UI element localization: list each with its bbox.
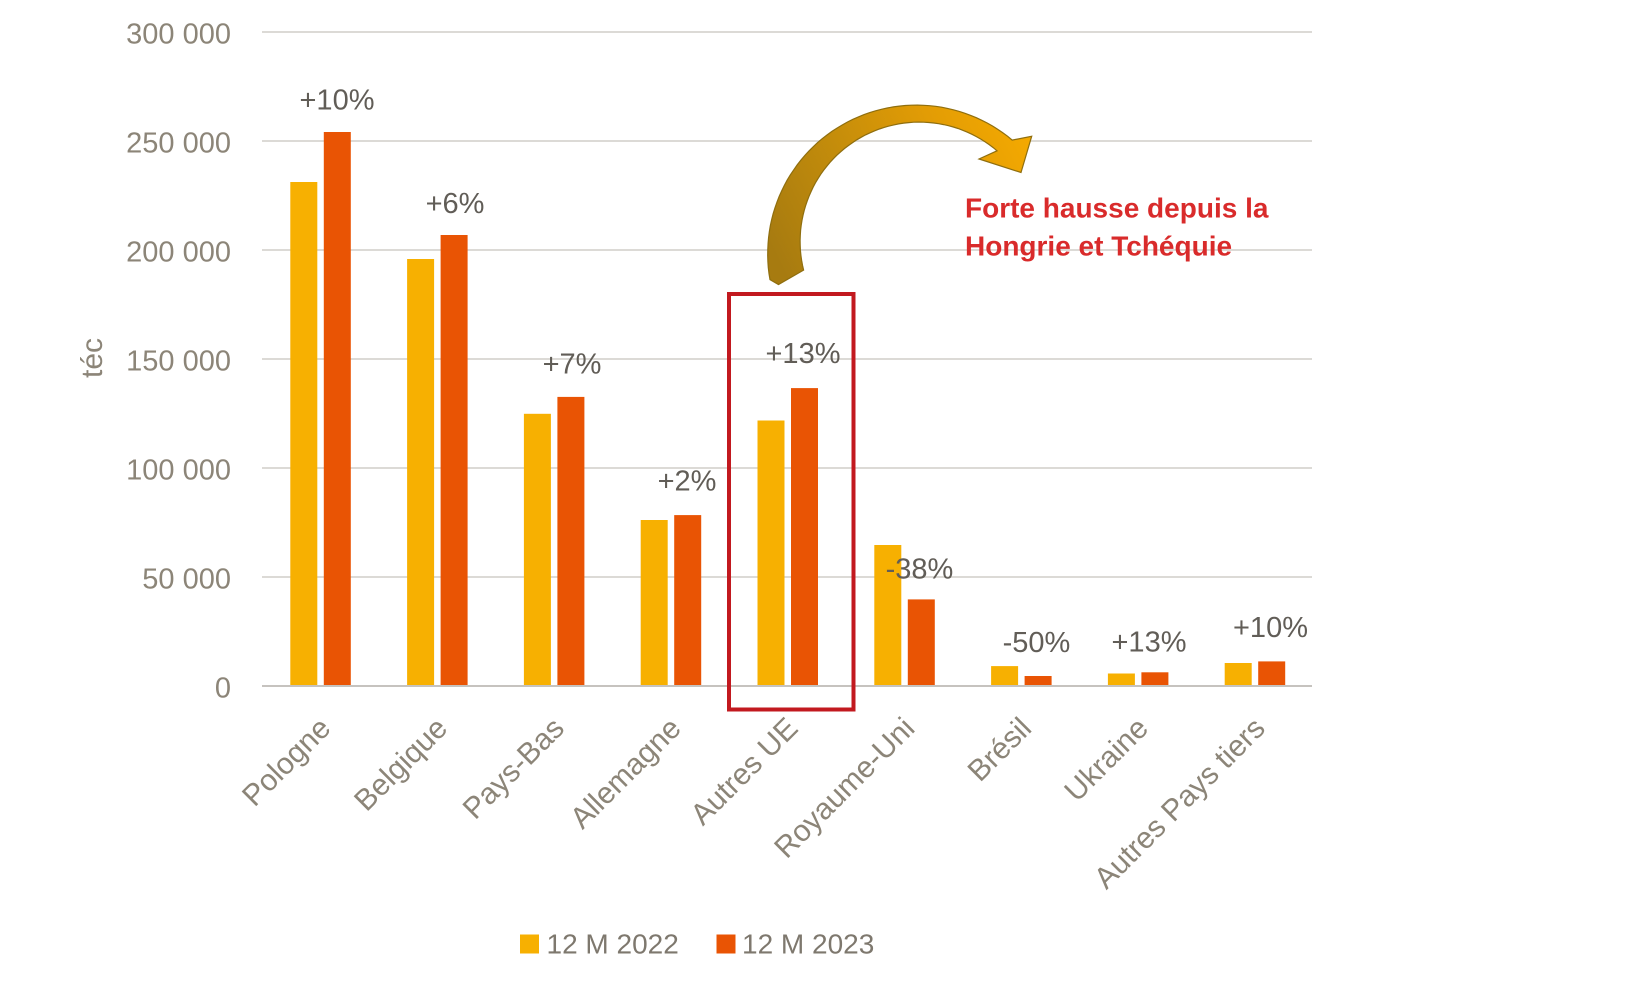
svg-text:-38%: -38% <box>886 554 954 586</box>
svg-text:150 000: 150 000 <box>126 346 231 378</box>
svg-text:300 000: 300 000 <box>126 19 231 51</box>
svg-text:50 000: 50 000 <box>142 564 231 596</box>
svg-text:Hongrie et Tchéquie: Hongrie et Tchéquie <box>965 230 1232 261</box>
svg-text:12 M 2023: 12 M 2023 <box>742 929 874 960</box>
svg-text:-50%: -50% <box>1003 627 1071 659</box>
svg-text:+10%: +10% <box>1233 612 1308 644</box>
svg-text:téc: téc <box>76 338 109 378</box>
svg-text:100 000: 100 000 <box>126 455 231 487</box>
svg-text:12 M 2022: 12 M 2022 <box>547 929 679 960</box>
svg-text:Forte hausse depuis la: Forte hausse depuis la <box>965 192 1269 223</box>
svg-text:250 000: 250 000 <box>126 128 231 160</box>
svg-text:+2%: +2% <box>658 466 717 498</box>
svg-text:0: 0 <box>215 673 231 705</box>
svg-text:200 000: 200 000 <box>126 237 231 269</box>
svg-text:+13%: +13% <box>766 338 841 370</box>
svg-text:+6%: +6% <box>426 188 485 220</box>
svg-text:+10%: +10% <box>300 85 375 117</box>
svg-text:+7%: +7% <box>543 349 602 381</box>
svg-text:+13%: +13% <box>1112 627 1187 659</box>
